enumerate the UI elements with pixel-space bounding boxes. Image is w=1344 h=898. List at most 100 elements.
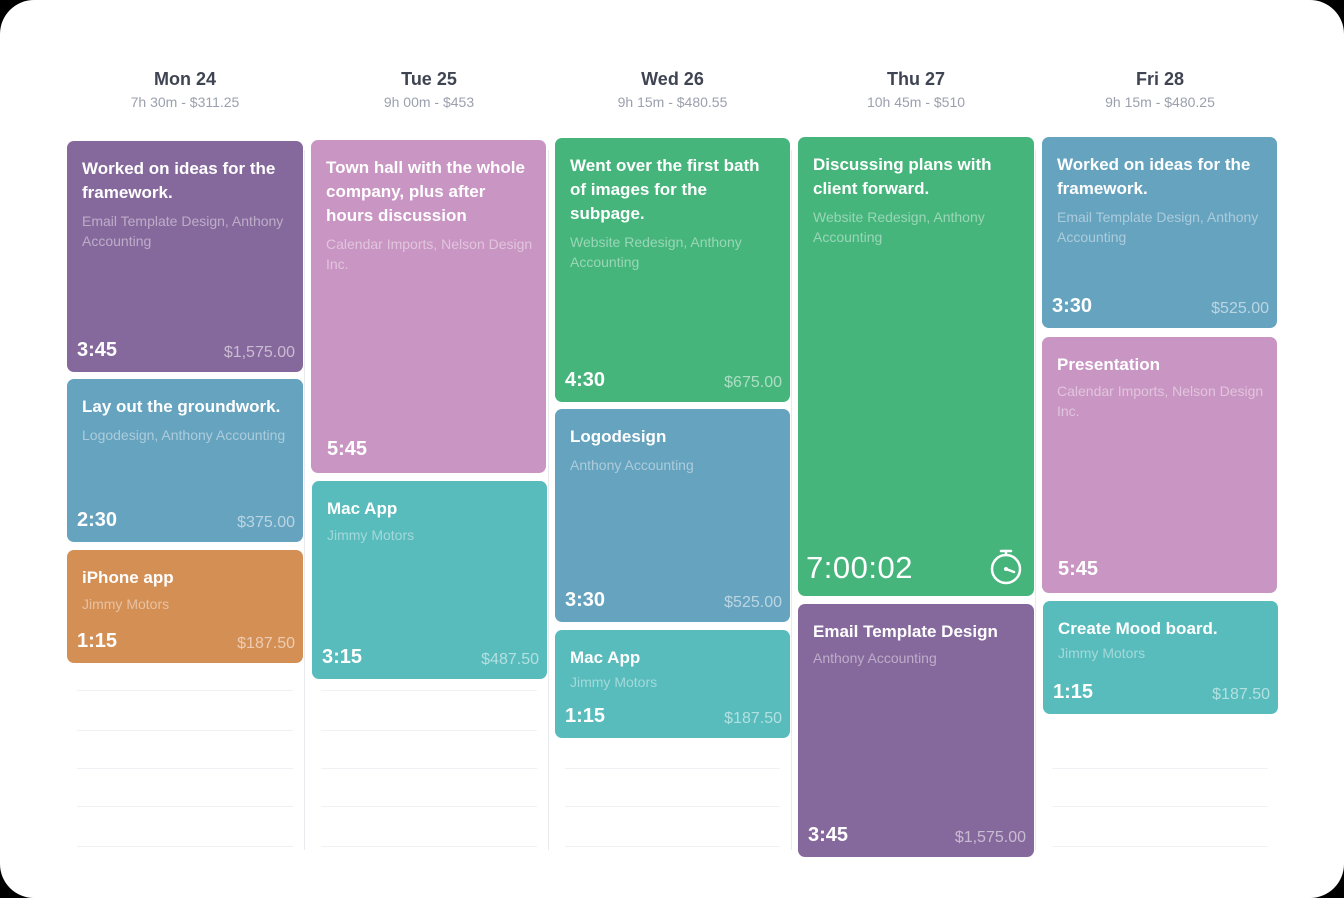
running-timer: 7:00:02 <box>806 550 913 585</box>
time-entry-card[interactable]: Went over the first bath of images for t… <box>555 138 790 402</box>
entry-duration: 1:15 <box>565 705 606 727</box>
hour-line <box>1052 846 1268 847</box>
time-entry-card[interactable]: Email Template Design Anthony Accounting… <box>798 604 1034 857</box>
day-summary: 7h 30m - $311.25 <box>130 94 240 110</box>
entry-amount: $375.00 <box>237 514 295 531</box>
entry-amount: $187.50 <box>1212 686 1270 703</box>
entry-title: Worked on ideas for the framework. <box>82 159 276 202</box>
stopwatch-icon[interactable] <box>988 548 1024 586</box>
day-header: Thu 27 10h 45m - $510 <box>798 68 1034 112</box>
time-entry-card[interactable]: Lay out the groundwork. Logodesign, Anth… <box>67 379 303 542</box>
day-title: Wed 26 <box>641 69 704 89</box>
entry-title: Went over the first bath of images for t… <box>570 156 760 223</box>
entry-title: Create Mood board. <box>1058 619 1218 638</box>
entry-title: Town hall with the whole company, plus a… <box>326 158 525 225</box>
column-divider <box>548 150 549 850</box>
time-entry-card[interactable]: Town hall with the whole company, plus a… <box>311 140 546 473</box>
entry-client: Jimmy Motors <box>82 596 170 612</box>
entry-client: Website Redesign, Anthony Accounting <box>570 234 742 270</box>
entry-amount: $1,575.00 <box>954 829 1026 846</box>
entry-amount: $187.50 <box>237 635 295 652</box>
entry-duration: 1:15 <box>1053 681 1094 703</box>
hour-line <box>321 690 537 691</box>
hour-line <box>77 690 293 691</box>
day-title: Fri 28 <box>1135 69 1185 89</box>
day-column-mon: Mon 24 7h 30m - $311.25 Worked on ideas … <box>67 60 305 850</box>
hour-line <box>1052 806 1268 807</box>
entry-client: Anthony Accounting <box>813 650 937 666</box>
entry-client: Jimmy Motors <box>327 527 415 543</box>
day-column-fri: Fri 28 9h 15m - $480.25 Worked on ideas … <box>1042 60 1278 850</box>
entry-title: iPhone app <box>82 568 174 587</box>
entry-title: Worked on ideas for the framework. <box>1057 155 1251 198</box>
entry-amount: $187.50 <box>724 710 782 727</box>
entry-title: Discussing plans with client forward. <box>813 155 992 198</box>
running-time-entry-card[interactable]: Discussing plans with client forward. We… <box>798 137 1034 596</box>
entry-duration: 3:45 <box>77 339 118 361</box>
column-divider <box>791 150 792 850</box>
time-entry-card[interactable]: Mac App Jimmy Motors 3:15 $487.50 <box>312 481 547 679</box>
hour-line <box>77 846 293 847</box>
day-summary: 9h 00m - $453 <box>383 94 475 110</box>
time-entry-card[interactable]: Worked on ideas for the framework. Email… <box>1042 137 1277 328</box>
day-column-tue: Tue 25 9h 00m - $453 Town hall with the … <box>311 60 549 850</box>
entry-client: Anthony Accounting <box>570 457 694 473</box>
hour-line <box>321 730 537 731</box>
entry-client: Calendar Imports, Nelson Design Inc. <box>1057 383 1264 419</box>
day-title: Thu 27 <box>886 69 945 89</box>
entry-amount: $487.50 <box>481 651 539 668</box>
entry-client: Email Template Design, Anthony Accountin… <box>1057 209 1259 245</box>
day-header: Mon 24 7h 30m - $311.25 <box>67 68 303 112</box>
time-entry-card[interactable]: Worked on ideas for the framework. Email… <box>67 141 303 372</box>
entry-client: Calendar Imports, Nelson Design Inc. <box>326 236 533 272</box>
entry-duration: 5:45 <box>1058 558 1099 580</box>
entry-amount: $1,575.00 <box>223 344 295 361</box>
entry-title: Mac App <box>327 499 398 518</box>
hour-line <box>565 768 780 769</box>
hour-line <box>565 846 780 847</box>
hour-line <box>77 806 293 807</box>
day-title: Mon 24 <box>153 69 216 89</box>
entry-title: Logodesign <box>570 427 667 446</box>
hour-line <box>565 806 780 807</box>
day-column-wed: Wed 26 9h 15m - $480.55 Went over the fi… <box>555 60 792 850</box>
hour-line <box>321 846 537 847</box>
entry-duration: 2:30 <box>77 509 118 531</box>
entry-title: Mac App <box>570 648 641 667</box>
hour-line <box>321 806 537 807</box>
day-header: Fri 28 9h 15m - $480.25 <box>1042 68 1278 112</box>
time-entry-card[interactable]: Presentation Calendar Imports, Nelson De… <box>1042 337 1277 593</box>
entry-title: Email Template Design <box>813 622 998 641</box>
entry-client: Email Template Design, Anthony Accountin… <box>82 213 284 249</box>
entry-duration: 5:45 <box>327 438 368 460</box>
time-entry-card[interactable]: iPhone app Jimmy Motors 1:15 $187.50 <box>67 550 303 663</box>
hour-line <box>1052 768 1268 769</box>
day-summary: 9h 15m - $480.25 <box>1105 94 1215 110</box>
day-summary: 10h 45m - $510 <box>866 94 966 110</box>
day-column-thu: Thu 27 10h 45m - $510 Discussing plans w… <box>798 60 1036 857</box>
entry-duration: 3:15 <box>322 646 363 668</box>
entry-amount: $675.00 <box>724 374 782 391</box>
day-title: Tue 25 <box>401 69 457 89</box>
time-entry-card[interactable]: Logodesign Anthony Accounting 3:30 $525.… <box>555 409 790 622</box>
entry-client: Logodesign, Anthony Accounting <box>82 427 286 443</box>
hour-line <box>321 768 537 769</box>
entry-amount: $525.00 <box>724 594 782 611</box>
entry-amount: $525.00 <box>1211 300 1269 317</box>
day-header: Tue 25 9h 00m - $453 <box>311 68 547 112</box>
day-header: Wed 26 9h 15m - $480.55 <box>555 68 790 112</box>
time-entry-card[interactable]: Create Mood board. Jimmy Motors 1:15 $18… <box>1043 601 1278 714</box>
entry-duration: 3:45 <box>808 824 849 846</box>
entry-title: Presentation <box>1057 355 1160 374</box>
entry-duration: 1:15 <box>77 630 118 652</box>
hour-line <box>77 730 293 731</box>
entry-client: Website Redesign, Anthony Accounting <box>813 209 985 245</box>
entry-duration: 3:30 <box>565 589 606 611</box>
column-divider <box>1035 150 1036 850</box>
column-divider <box>304 150 305 850</box>
entry-client: Jimmy Motors <box>1058 645 1146 661</box>
time-entry-card[interactable]: Mac App Jimmy Motors 1:15 $187.50 <box>555 630 790 738</box>
hour-line <box>77 768 293 769</box>
day-summary: 9h 15m - $480.55 <box>617 94 728 110</box>
